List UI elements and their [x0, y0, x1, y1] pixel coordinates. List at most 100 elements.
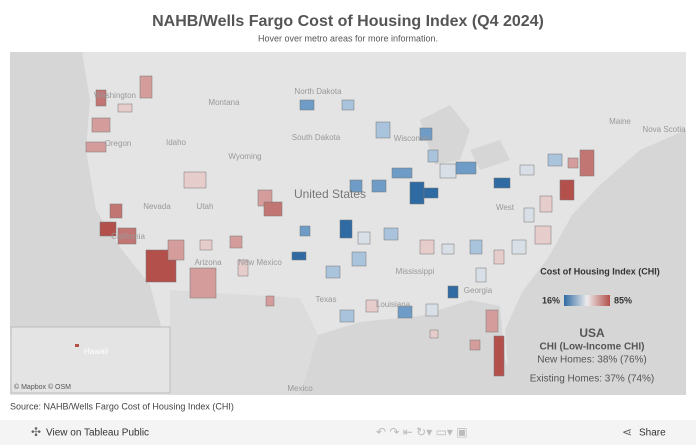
metro: [455, 161, 477, 175]
metro: [299, 225, 311, 237]
metro: [409, 181, 425, 205]
metro: [534, 225, 552, 245]
map-label: Arizona: [194, 258, 222, 267]
metro: [579, 149, 595, 177]
map-label: Mississippi: [396, 267, 435, 276]
metro: [357, 231, 371, 245]
metro: [427, 149, 439, 163]
metro: [365, 299, 379, 313]
metro: [469, 239, 483, 255]
metro: [371, 179, 387, 193]
summary: USA CHI (Low-Income CHI) New Homes: 38% …: [530, 326, 655, 384]
metro: [229, 235, 243, 249]
metro: [199, 239, 213, 251]
map-label: North Dakota: [294, 87, 342, 96]
metro: [523, 207, 535, 223]
metro: [95, 89, 107, 107]
legend-scale: [564, 295, 610, 306]
metro: [559, 179, 575, 201]
map-label: Texas: [316, 295, 337, 304]
metro: [429, 329, 439, 339]
legend: Cost of Housing Index (CHI) 16% 85%: [540, 266, 660, 306]
map-label: New Mexico: [238, 258, 282, 267]
map-label: Louisiana: [376, 300, 411, 309]
metro: [299, 99, 315, 111]
metro: [493, 177, 511, 189]
metro: [139, 75, 153, 99]
map-label: Wyoming: [228, 152, 261, 161]
metro: [375, 121, 391, 139]
metro: [469, 339, 481, 351]
metro: [423, 187, 439, 199]
map-label: Washington: [94, 91, 136, 100]
metro: [493, 249, 505, 265]
metro: [85, 141, 107, 153]
source: Source: NAHB/Wells Fargo Cost of Housing…: [10, 401, 234, 411]
metro: [75, 344, 79, 347]
map-label: California: [111, 232, 145, 241]
map-label: Nova Scotia: [642, 125, 686, 134]
metro: [99, 221, 117, 237]
metro: [419, 127, 433, 141]
new-homes: New Homes: 38% (76%): [537, 355, 646, 366]
view-link[interactable]: View on Tableau Public: [46, 428, 149, 439]
legend-min: 16%: [542, 295, 560, 305]
metro: [493, 335, 505, 377]
legend-title: Cost of Housing Index (CHI): [540, 266, 660, 276]
map[interactable]: Washington Montana North Dakota South Dakot…: [10, 52, 686, 395]
metro: [189, 267, 217, 299]
map-label: Montana: [208, 98, 240, 107]
metro: [339, 309, 355, 323]
summary-subtitle: CHI (Low-Income CHI): [540, 342, 645, 353]
map-label: Georgia: [464, 286, 493, 295]
metro: [349, 179, 363, 193]
lakes: [420, 105, 510, 170]
metro: [117, 227, 137, 245]
map-label: Idaho: [166, 138, 187, 147]
legend-max: 85%: [614, 295, 632, 305]
metro: [397, 305, 413, 319]
metro: [519, 164, 535, 176]
share-button[interactable]: Share: [639, 428, 666, 439]
map-label: Wisconsin: [394, 134, 430, 143]
metro: [567, 157, 579, 169]
subtitle: Hover over metro areas for more informat…: [258, 33, 438, 43]
gulf: [300, 300, 520, 395]
icon: ⋖: [622, 425, 632, 439]
metro: [391, 167, 413, 179]
metro: [183, 171, 207, 189]
metro: [475, 267, 487, 283]
metro: [351, 251, 367, 267]
metro: [547, 153, 563, 167]
toolbar-icons[interactable]: ↶ ↷ ⇤ ↻▾ ▭▾ ▣: [376, 425, 468, 439]
map-label: United States: [294, 187, 366, 201]
map-label: Nevada: [143, 202, 171, 211]
hawaii-inset: [10, 326, 171, 394]
metro: [263, 201, 283, 217]
metro: [485, 309, 499, 333]
metro: [419, 239, 435, 255]
inset-label: Hawaii: [84, 347, 108, 356]
toolbar: [0, 420, 696, 445]
metro: [91, 117, 111, 133]
metro: [109, 203, 123, 219]
metro: [439, 163, 457, 179]
map-label: West: [496, 203, 515, 212]
summary-region: USA: [579, 326, 605, 340]
metro: [539, 195, 553, 213]
ocean: [505, 130, 686, 395]
metro: [237, 259, 249, 277]
title: NAHB/Wells Fargo Cost of Housing Index (…: [152, 13, 544, 30]
map-label: Oregon: [105, 139, 132, 148]
metro: [339, 219, 353, 239]
metro: [425, 303, 439, 317]
map-label: Maine: [609, 117, 631, 126]
metro: [265, 295, 275, 307]
metro: [291, 251, 307, 261]
metro: [447, 285, 459, 299]
metro: [117, 103, 133, 113]
metro: [325, 265, 341, 279]
icon: ✣: [31, 425, 41, 439]
